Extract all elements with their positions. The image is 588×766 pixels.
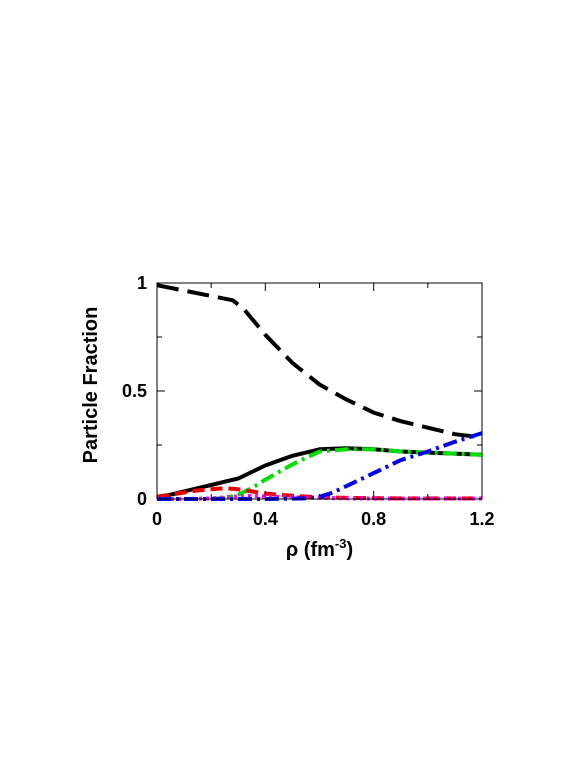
y-tick-label: 1 [137, 273, 147, 293]
series-layer [156, 283, 483, 501]
x-tick-label: 0.8 [361, 509, 386, 529]
x-axis-title: ρ (fm-3) [286, 536, 353, 561]
series-line-6 [157, 431, 483, 501]
x-tick-label: 0 [152, 509, 162, 529]
series-line-2 [156, 446, 483, 499]
y-tick-label: 0.5 [122, 381, 147, 401]
y-axis-title: Particle Fraction [80, 307, 102, 464]
x-tick-label: 0.4 [253, 509, 278, 529]
x-tick-label: 1.2 [469, 509, 494, 529]
ticks-layer: 0 0.4 0.8 1.2 0 0.5 1 [122, 273, 495, 529]
x-axis-title-close: ) [346, 539, 353, 561]
plot-frame [156, 282, 483, 500]
x-axis-title-main: ρ (fm [286, 539, 335, 561]
x-axis-title-superscript: -3 [335, 536, 347, 551]
series-line-1 [156, 283, 483, 440]
y-tick-label: 0 [137, 489, 147, 509]
